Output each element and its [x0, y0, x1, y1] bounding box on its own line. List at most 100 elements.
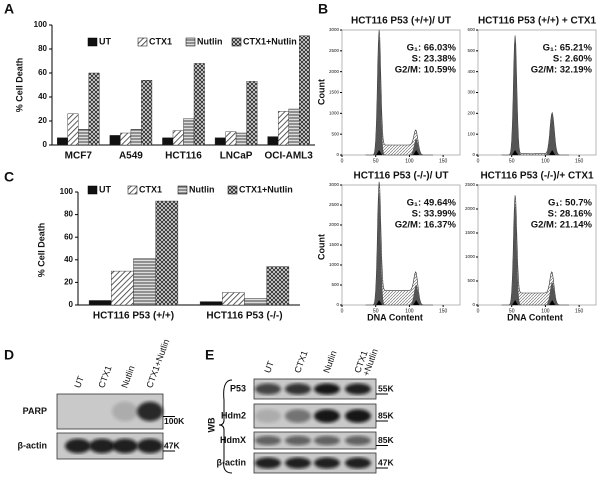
y-tick-label: 1000 — [465, 254, 476, 259]
y-tick-label: 60 — [64, 232, 73, 241]
y-tick-label: 100 — [60, 187, 74, 196]
row-label: Hdm2 — [221, 410, 246, 420]
y-axis-label: Count — [316, 79, 326, 105]
bar — [162, 137, 174, 146]
lane-label: Nutlin — [120, 364, 137, 389]
panel-label: B — [318, 1, 328, 17]
legend-label: UT — [99, 184, 111, 194]
x-tick-label: 150 — [439, 158, 448, 164]
blot-band — [255, 383, 281, 395]
legend-swatch — [177, 185, 188, 195]
blot-band — [137, 438, 163, 454]
panel-label: E — [205, 347, 214, 363]
y-tick-label: 2000 — [329, 222, 340, 227]
legend-swatch — [231, 37, 242, 47]
y-tick-label: 500 — [467, 278, 475, 283]
y-axis-label: % Cell Death — [36, 223, 46, 278]
y-tick-label: 20 — [64, 278, 73, 287]
y-tick-label: 1500 — [329, 242, 340, 247]
peak-marker — [376, 150, 383, 155]
legend-label: Nutlin — [197, 36, 223, 46]
bar — [130, 129, 142, 146]
plot-title: HCT116 P53 (+/+) + CTX1 — [478, 16, 597, 27]
bar — [193, 63, 205, 146]
lane-label: CTX1 — [97, 364, 114, 389]
lane-label: UT — [263, 359, 277, 374]
y-tick-label: 0 — [69, 300, 74, 309]
bar — [88, 300, 112, 306]
bar — [267, 136, 279, 146]
plot-title: HCT116 P53 (-/-)/ UT — [353, 171, 448, 182]
size-marker: 55K — [378, 383, 394, 393]
y-tick-label: 500 — [467, 48, 475, 53]
size-marker: 100K — [164, 416, 185, 426]
blot-band — [112, 401, 138, 422]
blot-band — [345, 383, 371, 395]
legend-swatch — [227, 185, 238, 195]
y-tick-label: 20 — [38, 116, 47, 125]
stat-text: G₁: 49.64% — [407, 198, 457, 209]
y-tick-label: 500 — [331, 131, 339, 136]
x-tick-label: 50 — [373, 158, 379, 164]
y-tick-label: 1500 — [329, 90, 340, 95]
x-tick-label: 0 — [477, 308, 480, 314]
size-marker: 47K — [164, 440, 180, 450]
y-tick-label: 600 — [467, 27, 475, 32]
g2-peak — [408, 284, 425, 305]
g2-peak — [544, 113, 561, 155]
row-label: HdmX — [220, 435, 246, 445]
legend-swatch — [185, 37, 196, 47]
y-tick-label: 0 — [472, 302, 475, 307]
size-marker: 85K — [378, 435, 394, 445]
y-tick-label: 200 — [467, 111, 475, 116]
x-tick-label: OCI-AML3 — [265, 151, 314, 162]
y-tick-label: 400 — [467, 69, 475, 74]
blot-band — [285, 383, 311, 395]
legend-label: CTX1 — [139, 184, 162, 194]
stat-text: S: 28.16% — [548, 209, 593, 220]
blot-band — [255, 409, 281, 423]
bar — [246, 81, 258, 146]
y-tick-label: 60 — [38, 68, 47, 77]
bar — [225, 131, 237, 146]
blot-band — [285, 435, 311, 446]
peak-marker — [413, 300, 420, 305]
peak-marker — [512, 300, 519, 305]
legend-swatch — [87, 37, 98, 47]
y-axis-label: Count — [316, 234, 326, 260]
y-tick-label: 2500 — [465, 182, 476, 187]
y-tick-label: 2000 — [329, 69, 340, 74]
g1-peak — [372, 36, 387, 155]
x-tick-label: HCT116 P53 (-/-) — [206, 311, 282, 322]
peak-marker — [549, 300, 556, 305]
stat-text: G₁: 65.21% — [543, 43, 593, 54]
bar — [266, 266, 290, 306]
x-tick-label: HCT116 P53 (+/+) — [93, 311, 174, 322]
y-tick-label: 3000 — [329, 182, 340, 187]
row-label: P53 — [230, 383, 246, 393]
blot-band — [89, 438, 115, 454]
y-tick-label: 2500 — [329, 48, 340, 53]
x-axis-label: DNA Content — [507, 312, 563, 322]
peak-marker — [376, 300, 383, 305]
peak-marker — [549, 150, 556, 155]
x-tick-label: 100 — [541, 308, 550, 314]
x-tick-label: 0 — [341, 158, 344, 164]
bar — [244, 298, 267, 306]
bar — [141, 79, 153, 146]
stat-text: G2/M: 10.59% — [395, 65, 457, 76]
g1-peak — [372, 191, 387, 305]
x-tick-label: 100 — [541, 158, 550, 164]
blot-band — [314, 383, 340, 395]
blot-band — [112, 438, 138, 454]
bar — [109, 135, 121, 146]
blot-band — [255, 435, 281, 446]
y-tick-label: 0 — [472, 152, 475, 157]
side-label: WB — [206, 417, 216, 432]
legend-label: UT — [99, 36, 111, 46]
g2-peak — [544, 282, 561, 305]
stat-text: S: 2.60% — [553, 54, 593, 65]
y-tick-label: 80 — [64, 210, 73, 219]
stat-text: G₁: 50.7% — [548, 198, 593, 209]
lane-label: UT — [73, 374, 87, 389]
